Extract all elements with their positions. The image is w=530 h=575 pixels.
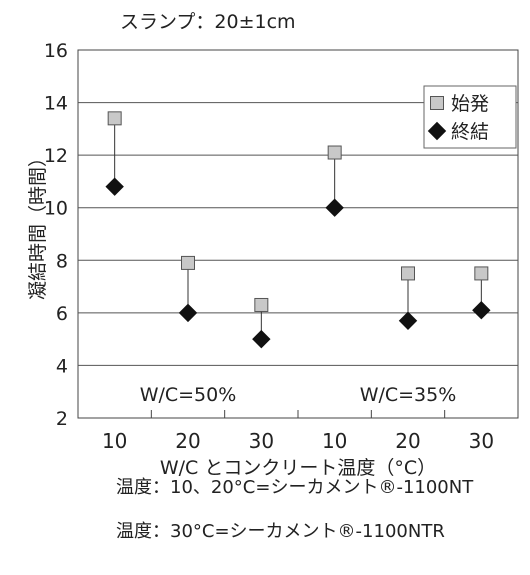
point-start — [182, 256, 195, 269]
x-tick-label: 30 — [469, 429, 494, 453]
point-start — [255, 298, 268, 311]
x-tick-label: 10 — [322, 429, 347, 453]
y-tick-label: 8 — [56, 250, 68, 272]
chart-title: スランプ：20±1cm — [120, 11, 296, 33]
point-start — [328, 146, 341, 159]
x-tick-label: 20 — [395, 429, 420, 453]
x-tick-label: 20 — [175, 429, 200, 453]
y-axis-label: 凝結時間（時間） — [27, 148, 49, 300]
x-tick-label: 30 — [249, 429, 274, 453]
group-label: W/C=50% — [140, 384, 237, 406]
group-label: W/C=35% — [360, 384, 457, 406]
y-tick-label: 6 — [56, 303, 68, 325]
y-tick-label: 14 — [44, 93, 68, 115]
point-start — [108, 112, 121, 125]
y-tick-label: 2 — [56, 408, 68, 430]
note-2: 温度：30°C=シーカメント®-1100NTR — [116, 517, 445, 543]
point-start — [402, 267, 415, 280]
y-tick-label: 4 — [56, 355, 68, 377]
legend-label-end: 終結 — [451, 121, 489, 143]
x-tick-label: 10 — [102, 429, 127, 453]
legend-label-start: 始発 — [451, 93, 489, 115]
y-tick-label: 16 — [44, 40, 68, 62]
note-1: 温度：10、20°C=シーカメント®-1100NT — [116, 473, 473, 499]
point-start — [475, 267, 488, 280]
legend-marker-start — [431, 97, 444, 110]
